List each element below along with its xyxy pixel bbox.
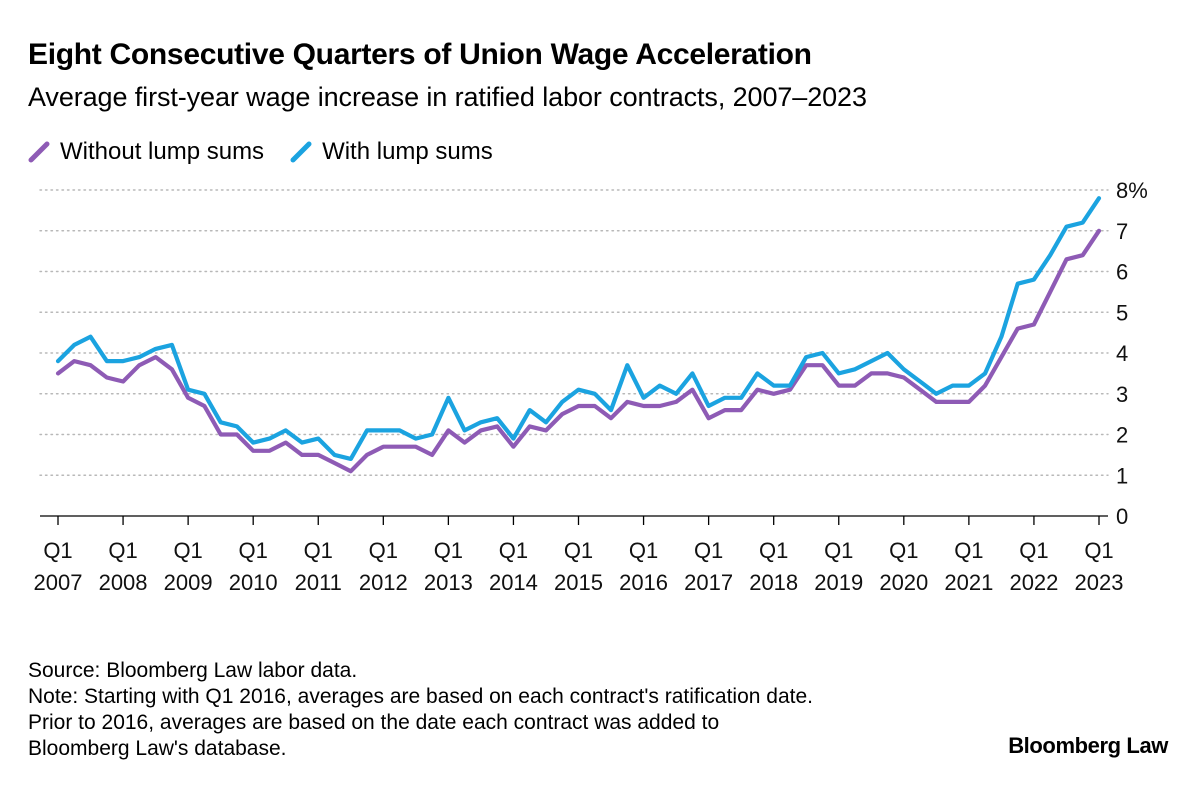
chart-title: Eight Consecutive Quarters of Union Wage… xyxy=(28,38,812,71)
line-chart: 0 1 2 3 4 5 6 7 8% Q1 2007 Q1 2008 Q1 2009 Q1 2010 Q1 2011… xyxy=(34,178,1148,595)
x-tick-label-quarter: Q1 xyxy=(1084,538,1113,563)
x-tick-label-year: 2017 xyxy=(684,570,733,595)
x-tick-label-year: 2020 xyxy=(879,570,928,595)
legend-swatch-purple xyxy=(28,141,50,163)
x-tick-label-quarter: Q1 xyxy=(954,538,983,563)
x-tick-label-year: 2011 xyxy=(295,570,342,595)
x-tick-label-quarter: Q1 xyxy=(499,538,528,563)
legend-item-without-lump-sums: Without lump sums xyxy=(28,138,264,166)
legend-item-with-lump-sums: With lump sums xyxy=(290,138,493,166)
x-tick-label-year: 2012 xyxy=(359,570,408,595)
x-tick-label-year: 2018 xyxy=(749,570,798,595)
x-tick-label-year: 2014 xyxy=(489,570,538,595)
y-tick-label: 5 xyxy=(1116,300,1128,325)
y-tick-label: 3 xyxy=(1116,382,1128,407)
x-tick-label-year: 2016 xyxy=(619,570,668,595)
chart-subtitle: Average first-year wage increase in rati… xyxy=(28,82,867,112)
y-tick-label: 6 xyxy=(1116,260,1128,285)
x-tick-label-quarter: Q1 xyxy=(369,538,398,563)
x-tick-label-year: 2019 xyxy=(814,570,863,595)
legend: Without lump sums With lump sums xyxy=(28,138,519,166)
series-line-without-lump-sums xyxy=(55,228,1102,474)
x-tick-label-quarter: Q1 xyxy=(889,538,918,563)
methodology-note-line-2: Prior to 2016, averages are based on the… xyxy=(28,711,720,734)
x-tick-label-quarter: Q1 xyxy=(824,538,853,563)
y-tick-label: 2 xyxy=(1116,423,1128,448)
x-tick-label-year: 2010 xyxy=(229,570,278,595)
x-tick-label-quarter: Q1 xyxy=(239,538,268,563)
legend-label-without-lump-sums: Without lump sums xyxy=(60,138,265,165)
y-tick-label: 1 xyxy=(1116,463,1128,488)
legend-swatch-blue xyxy=(290,141,312,163)
x-tick-label-year: 2009 xyxy=(164,570,213,595)
methodology-note-line-1: Note: Starting with Q1 2016, averages ar… xyxy=(28,685,813,708)
x-tick-label-year: 2008 xyxy=(99,570,148,595)
x-tick-label-year: 2023 xyxy=(1075,570,1124,595)
x-tick-label-quarter: Q1 xyxy=(759,538,788,563)
source-note: Source: Bloomberg Law labor data. xyxy=(28,659,358,682)
x-tick-label-quarter: Q1 xyxy=(43,538,72,563)
x-tick-label-year: 2007 xyxy=(34,570,83,595)
x-tick-label-year: 2021 xyxy=(944,570,993,595)
x-tick-label-year: 2022 xyxy=(1009,570,1058,595)
x-tick-label-quarter: Q1 xyxy=(694,538,723,563)
brand-logo: Bloomberg Law xyxy=(1008,733,1168,758)
x-tick-label-quarter: Q1 xyxy=(629,538,658,563)
y-tick-label: 8% xyxy=(1116,178,1148,203)
x-tick-label-year: 2015 xyxy=(554,570,603,595)
y-tick-label: 0 xyxy=(1116,504,1128,529)
x-tick-label-year: 2013 xyxy=(424,570,473,595)
x-tick-label-quarter: Q1 xyxy=(1019,538,1048,563)
legend-label-with-lump-sums: With lump sums xyxy=(322,138,493,165)
methodology-note-line-3: Bloomberg Law's database. xyxy=(28,737,287,760)
x-tick-label-quarter: Q1 xyxy=(108,538,137,563)
footer: Source: Bloomberg Law labor data. Note: … xyxy=(28,658,813,762)
series-line-with-lump-sums xyxy=(55,196,1102,461)
x-tick-label-quarter: Q1 xyxy=(564,538,593,563)
y-tick-label: 4 xyxy=(1116,341,1128,366)
x-tick-label-quarter: Q1 xyxy=(304,538,333,563)
y-tick-label: 7 xyxy=(1116,219,1128,244)
x-tick-label-quarter: Q1 xyxy=(173,538,202,563)
x-tick-label-quarter: Q1 xyxy=(434,538,463,563)
